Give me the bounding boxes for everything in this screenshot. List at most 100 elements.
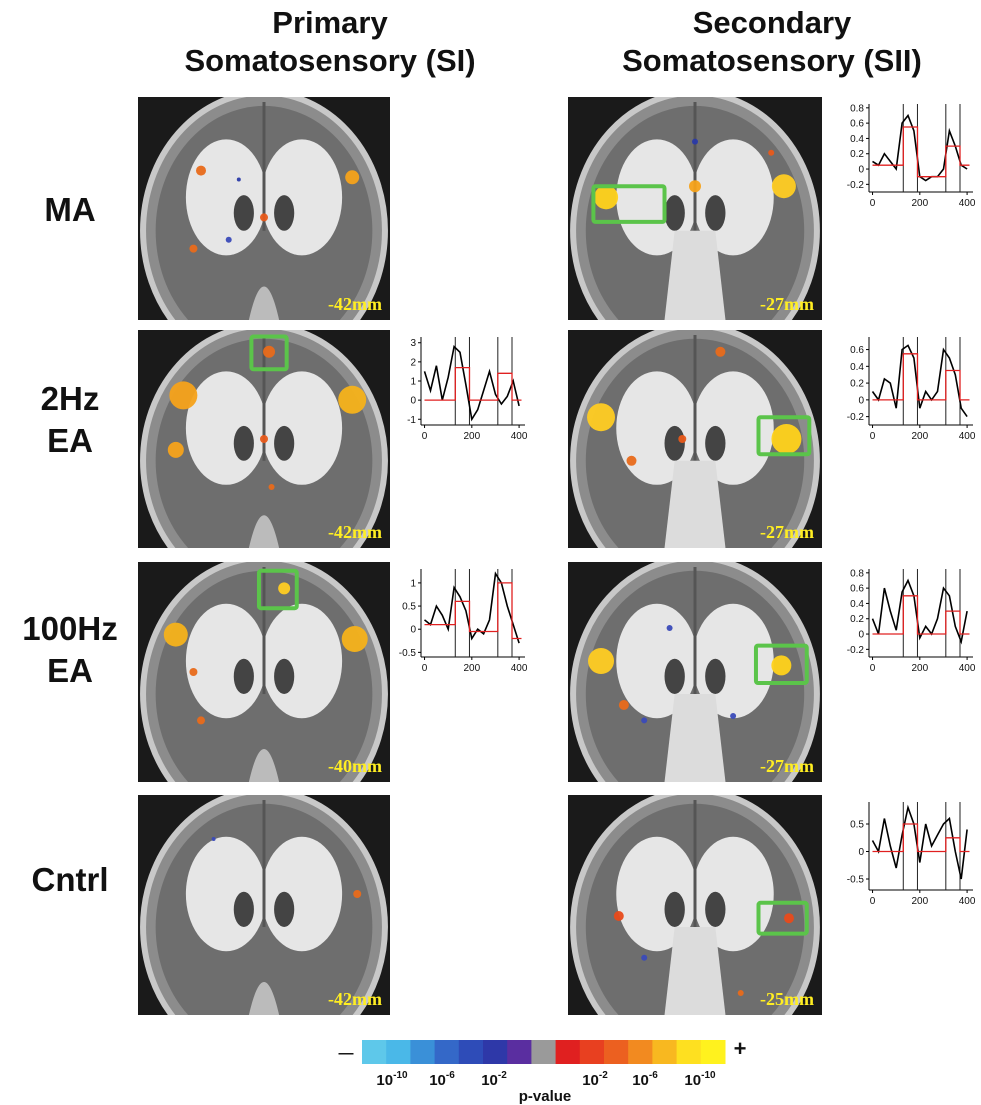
colorbar-minus: — xyxy=(339,1045,354,1062)
activation xyxy=(771,655,791,675)
colorbar-segment xyxy=(410,1040,435,1064)
ventricle xyxy=(274,659,294,694)
ventricle xyxy=(665,426,685,461)
white-matter xyxy=(186,604,267,718)
row-label: Cntrl xyxy=(32,861,109,898)
white-matter xyxy=(261,837,342,951)
activation xyxy=(730,713,736,719)
ventricle xyxy=(274,195,294,231)
slice-label: -27mm xyxy=(760,522,814,542)
colorbar-segment xyxy=(652,1040,677,1064)
x-tick-label: 400 xyxy=(959,663,976,674)
activation xyxy=(197,716,205,724)
ventricle xyxy=(234,195,254,231)
activation xyxy=(196,166,206,176)
y-tick-label: -1 xyxy=(407,415,416,426)
figure: PrimarySomatosensory (SI)SecondarySomato… xyxy=(0,0,981,1105)
activation xyxy=(678,435,686,443)
colorbar-segment xyxy=(362,1040,387,1064)
y-tick-label: -0.5 xyxy=(399,648,417,659)
activation xyxy=(641,717,647,723)
activation xyxy=(338,386,366,414)
slice-label: -27mm xyxy=(760,294,814,314)
x-tick-label: 0 xyxy=(870,198,876,209)
slice-label: -25mm xyxy=(760,989,814,1009)
activation xyxy=(260,213,268,221)
tick-base: 10 xyxy=(684,1072,701,1089)
ventricle xyxy=(234,659,254,694)
y-tick-label: 0.5 xyxy=(402,602,416,613)
y-tick-label: 0.2 xyxy=(850,614,864,625)
activation xyxy=(269,484,275,490)
column-title: Secondary xyxy=(693,5,852,40)
activation xyxy=(667,625,673,631)
y-tick-label: 3 xyxy=(410,338,416,349)
x-tick-label: 400 xyxy=(959,198,976,209)
x-tick-label: 200 xyxy=(911,896,928,907)
colorbar-segment xyxy=(628,1040,653,1064)
activation xyxy=(771,424,801,454)
tick-base: 10 xyxy=(376,1072,393,1089)
x-tick-label: 400 xyxy=(959,431,976,442)
y-tick-label: 0 xyxy=(858,847,864,858)
activation xyxy=(263,346,275,358)
y-tick-label: 0.6 xyxy=(850,119,864,130)
x-tick-label: 0 xyxy=(870,663,876,674)
x-tick-label: 400 xyxy=(511,663,528,674)
x-tick-label: 0 xyxy=(870,431,876,442)
activation xyxy=(772,174,796,198)
colorbar-title: p-value xyxy=(519,1088,572,1105)
y-tick-label: 1 xyxy=(410,377,416,388)
y-tick-label: 2 xyxy=(410,357,416,368)
activation xyxy=(641,955,647,961)
colorbar-segment xyxy=(483,1040,508,1064)
activation xyxy=(715,347,725,357)
ventricle xyxy=(705,892,725,927)
x-tick-label: 200 xyxy=(911,663,928,674)
x-tick-label: 0 xyxy=(422,431,428,442)
row-label: MA xyxy=(44,191,95,228)
x-tick-label: 200 xyxy=(463,663,480,674)
x-tick-label: 400 xyxy=(959,896,976,907)
white-matter xyxy=(261,604,342,718)
slice-label: -40mm xyxy=(328,756,382,776)
white-matter xyxy=(186,371,267,484)
y-tick-label: 0.4 xyxy=(850,362,864,373)
ventricle xyxy=(705,659,725,694)
colorbar-segment xyxy=(580,1040,605,1064)
slice-label: -27mm xyxy=(760,756,814,776)
activation xyxy=(237,178,241,182)
slice-label: -42mm xyxy=(328,294,382,314)
y-tick-label: 0 xyxy=(858,630,864,641)
y-tick-label: 0 xyxy=(858,395,864,406)
slice-label: -42mm xyxy=(328,989,382,1009)
column-title: Primary xyxy=(272,5,388,40)
colorbar-segment xyxy=(556,1040,581,1064)
activation xyxy=(212,837,216,841)
ventricle xyxy=(705,426,725,461)
colorbar-segment xyxy=(459,1040,484,1064)
x-tick-label: 200 xyxy=(911,198,928,209)
colorbar-segment xyxy=(531,1040,556,1064)
tick-exponent: -10 xyxy=(701,1070,716,1081)
y-tick-label: 0 xyxy=(858,165,864,176)
tick-base: 10 xyxy=(582,1072,599,1089)
colorbar-segment xyxy=(507,1040,532,1064)
white-matter xyxy=(261,139,342,255)
tick-base: 10 xyxy=(429,1072,446,1089)
activation xyxy=(614,911,624,921)
ventricle xyxy=(234,426,254,461)
activation xyxy=(768,150,774,156)
y-tick-label: 0.6 xyxy=(850,345,864,356)
row-label: 2Hz xyxy=(41,380,100,417)
y-tick-label: 1 xyxy=(410,578,416,589)
activation xyxy=(168,442,184,458)
activation xyxy=(164,623,188,647)
white-matter xyxy=(261,371,342,484)
activation xyxy=(619,700,629,710)
colorbar-plus: + xyxy=(734,1036,747,1061)
ventricle xyxy=(705,195,725,231)
y-tick-label: 0.2 xyxy=(850,149,864,160)
colorbar-segment xyxy=(701,1040,726,1064)
activation xyxy=(738,990,744,996)
